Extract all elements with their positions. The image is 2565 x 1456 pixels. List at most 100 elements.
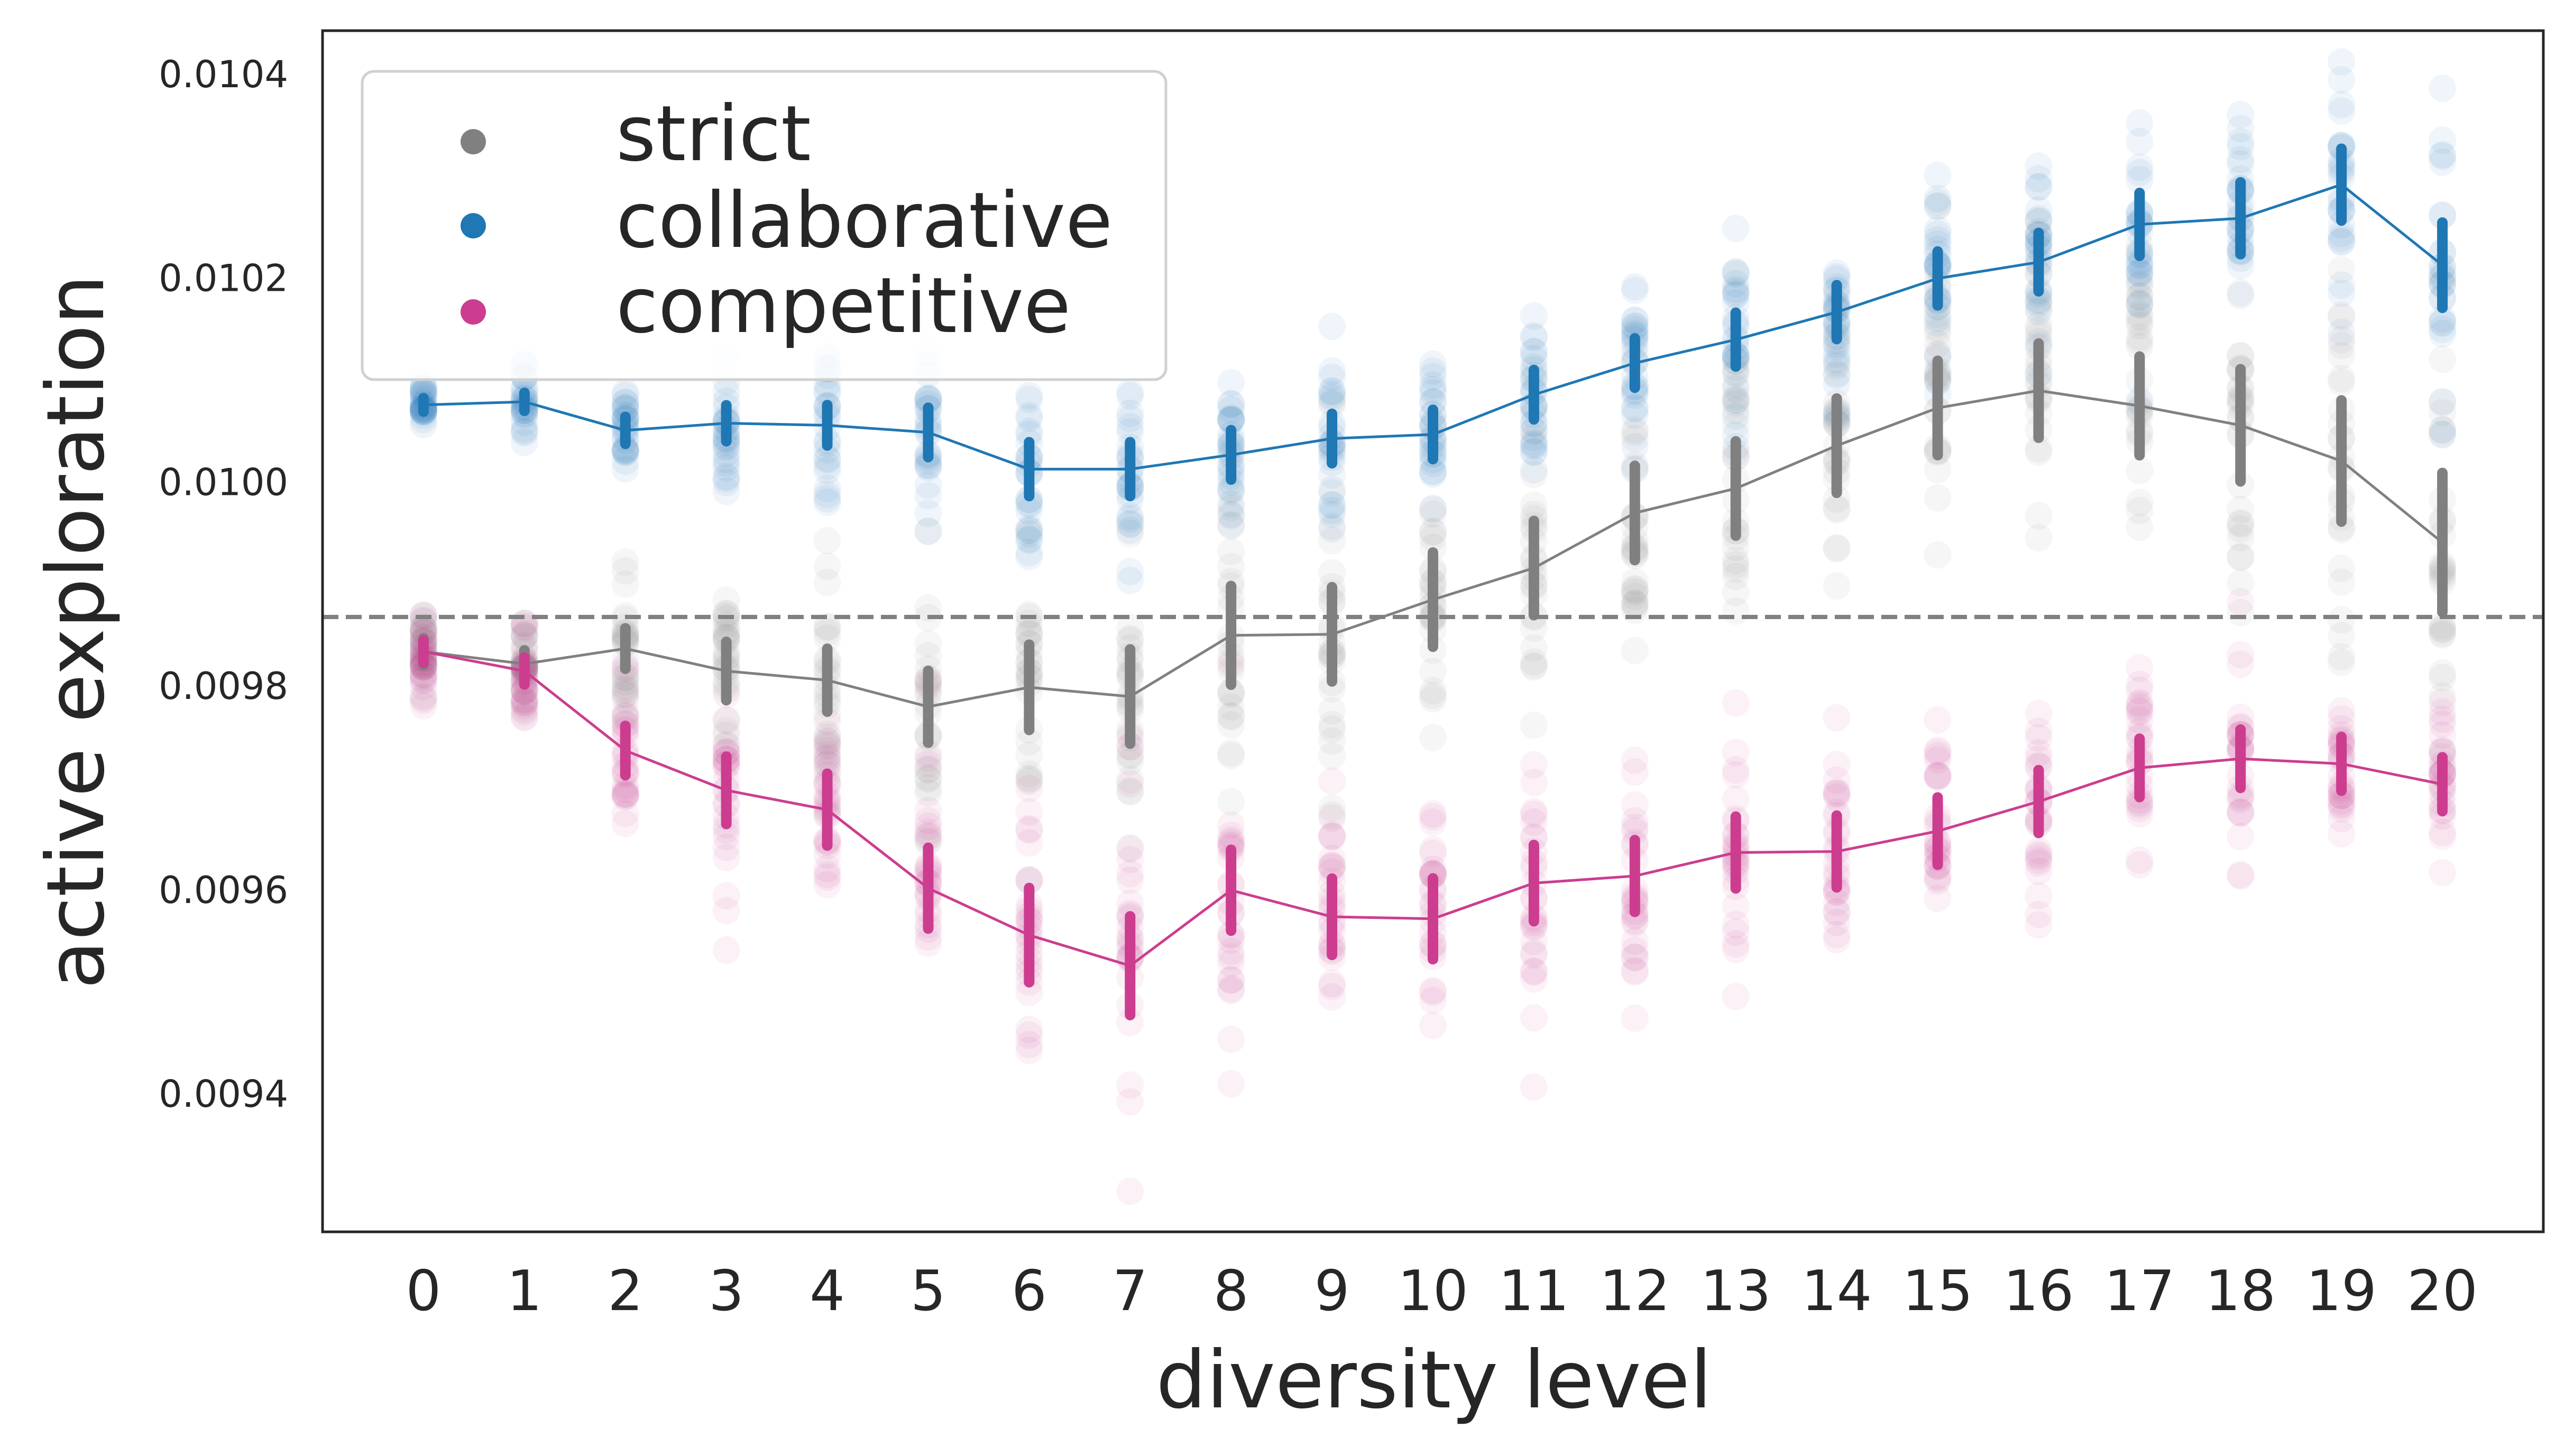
scatter-point: [2126, 670, 2154, 698]
scatter-point: [712, 618, 740, 646]
scatter-point: [1520, 957, 1548, 985]
scatter-point: [1520, 302, 1548, 330]
error-bars-layer: [418, 143, 2448, 1020]
scatter-point: [409, 615, 437, 643]
scatter-point: [510, 676, 538, 704]
scatter-point: [1015, 767, 1043, 795]
scatter-point: [1217, 788, 1245, 816]
scatter-point: [409, 379, 437, 407]
scatter-point: [2126, 272, 2154, 300]
scatter-point: [1015, 497, 1043, 525]
scatter-point: [611, 605, 639, 633]
scatter-point: [1520, 1073, 1548, 1101]
scatter-point: [2025, 172, 2053, 200]
scatter-point: [1621, 944, 1649, 972]
scatter-point: [2227, 650, 2255, 678]
scatter-point: [1419, 677, 1447, 705]
scatter-point: [1621, 313, 1649, 341]
scatter-point: [1015, 728, 1043, 756]
scatter-point: [1318, 479, 1346, 507]
scatter-point: [2227, 145, 2255, 173]
scatter-point: [1823, 920, 1851, 948]
scatter-point: [611, 782, 639, 810]
scatter-point: [813, 723, 841, 751]
scatter-point: [2126, 698, 2154, 726]
scatter-point: [1419, 724, 1447, 752]
scatter-point: [1621, 576, 1649, 604]
scatter-point: [2126, 794, 2154, 822]
scatter-point: [510, 408, 538, 436]
scatter-point: [1116, 835, 1144, 863]
scatter-point: [2025, 312, 2053, 340]
scatter-point: [1116, 520, 1144, 548]
scatter-point: [1722, 785, 1750, 813]
scatter-point: [2126, 128, 2154, 156]
scatter-point: [914, 471, 942, 499]
scatter-point: [1116, 382, 1144, 410]
scatter-point: [1419, 363, 1447, 391]
scatter-point: [1318, 381, 1346, 409]
scatter-point: [510, 622, 538, 650]
scatter-point: [2429, 201, 2457, 229]
x-tick-label: 7: [1113, 1259, 1148, 1323]
scatter-point: [1722, 360, 1750, 388]
scatter-point: [1621, 791, 1649, 819]
scatter-point: [1924, 736, 1952, 764]
scatter-point: [2025, 846, 2053, 874]
scatter-point: [409, 374, 437, 402]
scatter-point: [1823, 263, 1851, 291]
scatter-point: [611, 772, 639, 800]
scatter-point: [2227, 780, 2255, 808]
scatter-point: [1924, 230, 1952, 258]
scatter-point: [2328, 515, 2356, 543]
scatter-point: [2227, 823, 2255, 851]
scatter-point: [1116, 1071, 1144, 1099]
scatter-point: [1419, 500, 1447, 528]
scatter-point: [2025, 699, 2053, 727]
scatter-point: [813, 485, 841, 513]
scatter-point: [2025, 294, 2053, 322]
scatter-point: [1419, 1011, 1447, 1039]
x-tick-label: 9: [1314, 1259, 1350, 1323]
scatter-point: [914, 518, 942, 546]
scatter-point: [1621, 637, 1649, 665]
scatter-point: [2025, 745, 2053, 773]
scatter-point: [1722, 551, 1750, 579]
scatter-point: [1520, 438, 1548, 466]
scatter-point: [1015, 867, 1043, 895]
scatter-point: [2025, 298, 2053, 326]
scatter-point: [409, 684, 437, 712]
scatter-point: [2126, 718, 2154, 746]
scatter-point: [1318, 711, 1346, 739]
scatter-point: [914, 765, 942, 793]
scatter-point: [1823, 494, 1851, 522]
scatter-point: [2025, 900, 2053, 928]
scatter-point: [712, 833, 740, 861]
scatter-point: [2126, 789, 2154, 817]
scatter-point: [712, 477, 740, 505]
x-tick-label: 17: [2104, 1259, 2175, 1323]
scatter-point: [1823, 779, 1851, 807]
scatter-point: [1823, 265, 1851, 293]
scatter-point: [914, 822, 942, 850]
scatter-point: [2227, 598, 2255, 626]
scatter-point: [2328, 649, 2356, 677]
scatter-point: [1419, 800, 1447, 828]
x-tick-label: 5: [911, 1259, 946, 1323]
scatter-point: [2328, 219, 2356, 247]
scatter-point: [1116, 777, 1144, 805]
scatter-point: [510, 687, 538, 715]
scatter-point: [2126, 311, 2154, 339]
scatter-point: [2025, 208, 2053, 236]
scatter-point: [1924, 226, 1952, 254]
scatter-point: [1116, 770, 1144, 798]
scatter-point: [1015, 517, 1043, 545]
scatter-point: [914, 384, 942, 412]
scatter-point: [1722, 547, 1750, 575]
scatter-point: [2429, 201, 2457, 229]
scatter-point: [2025, 739, 2053, 767]
scatter-point: [1318, 559, 1346, 587]
scatter-point: [1520, 769, 1548, 797]
y-tick-label: 0.0100: [159, 460, 288, 504]
scatter-point: [1924, 761, 1952, 789]
